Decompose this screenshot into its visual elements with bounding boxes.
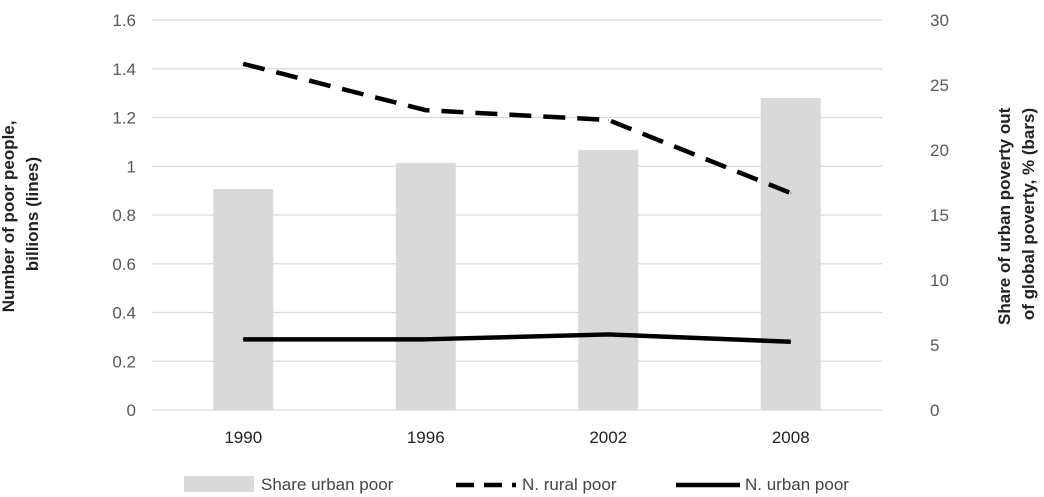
point-rural-poor: [425, 109, 427, 111]
left-axis-ticks: 0 0.2 0.4 0.6 0.8 1 1.2 1.4 1.6: [112, 11, 136, 420]
point-urban-poor: [607, 333, 609, 335]
bar-share-urban-poor: [395, 163, 456, 410]
right-axis-title-line2: of global poverty, % (bars): [1019, 108, 1038, 320]
legend-swatch-bar: [184, 476, 254, 492]
left-tick-label: 1.2: [112, 109, 136, 128]
left-axis-title-line1: Number of poor people,: [0, 121, 18, 313]
line-urban-poor: [243, 332, 791, 344]
left-tick-label: 1.4: [112, 60, 136, 79]
bar-share-urban-poor: [213, 189, 274, 410]
right-axis-ticks: 0 5 10 15 20 25 30: [930, 11, 949, 420]
x-tick-label: 2008: [772, 428, 810, 447]
line-rural-poor: [242, 61, 792, 196]
x-tick-label: 1990: [224, 428, 262, 447]
left-tick-label: 1.6: [112, 11, 136, 30]
bar-series: [213, 98, 821, 410]
left-tick-label: 0: [127, 401, 136, 420]
left-tick-label: 0.4: [112, 304, 136, 323]
left-tick-label: 0.6: [112, 255, 136, 274]
point-rural-poor: [790, 192, 792, 194]
right-tick-label: 15: [930, 206, 949, 225]
line-series: [242, 61, 792, 344]
right-tick-label: 25: [930, 76, 949, 95]
point-urban-poor: [790, 341, 792, 343]
legend-label: N. urban poor: [745, 475, 849, 494]
right-tick-label: 30: [930, 11, 949, 30]
right-tick-label: 20: [930, 141, 949, 160]
point-rural-poor: [607, 119, 609, 121]
point-rural-poor: [242, 63, 244, 65]
point-urban-poor: [425, 338, 427, 340]
right-tick-label: 10: [930, 271, 949, 290]
x-tick-label: 1996: [407, 428, 445, 447]
bar-share-urban-poor: [578, 150, 639, 410]
point-urban-poor: [242, 338, 244, 340]
left-tick-label: 0.8: [112, 206, 136, 225]
bar-share-urban-poor: [760, 98, 821, 410]
left-axis-title-line2: billions (lines): [23, 157, 42, 271]
right-tick-label: 0: [930, 401, 939, 420]
left-axis-title: Number of poor people, billions (lines): [0, 116, 42, 312]
left-tick-label: 1: [127, 157, 136, 176]
legend-label: N. rural poor: [522, 475, 617, 494]
x-axis-ticks: 1990 1996 2002 2008: [224, 428, 809, 447]
legend-label: Share urban poor: [261, 475, 394, 494]
x-tick-label: 2002: [589, 428, 627, 447]
right-axis-title-line1: Share of urban poverty out: [995, 107, 1014, 325]
gridlines: [152, 19, 882, 411]
legend: Share urban poor N. rural poor N. urban po…: [184, 475, 849, 494]
left-tick-label: 0.2: [112, 352, 136, 371]
right-tick-label: 5: [930, 336, 939, 355]
right-axis-title: Share of urban poverty out of global pov…: [995, 103, 1038, 325]
